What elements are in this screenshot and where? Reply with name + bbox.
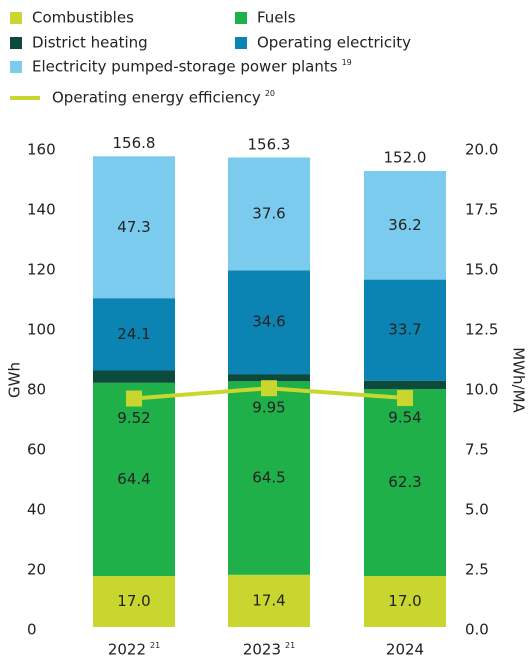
y2-tick-label: 15.0	[465, 261, 498, 279]
line-label: 9.52	[117, 409, 150, 427]
x-tick-footnote: 21	[285, 641, 295, 650]
y-tick-label: 20	[27, 561, 46, 579]
data-label: 17.0	[117, 592, 150, 610]
line-marker	[397, 390, 413, 407]
legend-swatch	[10, 37, 22, 49]
legend-label: Operating electricity	[257, 34, 411, 52]
y-tick-label: 120	[27, 261, 56, 279]
y2-tick-label: 0.0	[465, 621, 489, 639]
data-label: 34.6	[252, 313, 285, 331]
total-label: 152.0	[384, 149, 427, 167]
legend-footnote: 20	[265, 89, 275, 98]
y2-tick-label: 5.0	[465, 501, 489, 519]
y-tick-label: 160	[27, 141, 56, 159]
legend-label: Combustibles	[32, 9, 134, 27]
data-label: 37.6	[252, 204, 285, 222]
line-marker	[126, 390, 142, 407]
legend-footnote: 19	[342, 58, 352, 67]
bar-segment	[228, 270, 310, 375]
line-marker	[261, 380, 277, 397]
y-tick-label: 40	[27, 501, 46, 519]
legend-label: District heating	[32, 34, 148, 52]
bar-segment	[364, 576, 446, 627]
legend-swatch	[10, 12, 22, 24]
x-tick-label: 2023 21	[243, 641, 295, 659]
y-tick-label: 100	[27, 321, 56, 339]
data-label: 24.1	[117, 325, 150, 343]
data-label: 64.5	[252, 469, 285, 487]
y2-tick-label: 2.5	[465, 561, 489, 579]
y-tick-label: 0	[27, 621, 37, 639]
bar-segment	[364, 389, 446, 576]
y-tick-label: 60	[27, 441, 46, 459]
bar-segment	[93, 370, 175, 383]
y2-tick-label: 17.5	[465, 201, 498, 219]
bar-segment	[228, 381, 310, 575]
bar-segment	[228, 574, 310, 627]
y2-tick-label: 10.0	[465, 381, 498, 399]
y2-tick-label: 20.0	[465, 141, 498, 159]
data-label: 64.4	[117, 470, 150, 488]
bar-segment	[228, 374, 310, 382]
y2-axis-label: MWh/MA	[510, 347, 528, 413]
bar-segment	[93, 298, 175, 371]
y-tick-label: 80	[27, 381, 46, 399]
total-label: 156.3	[248, 136, 291, 154]
bar-segment	[364, 171, 446, 280]
legend-swatch	[10, 61, 22, 73]
y-tick-label: 140	[27, 201, 56, 219]
bar-segment	[93, 382, 175, 576]
legend-label: Electricity pumped-storage power plants 1…	[32, 58, 352, 76]
y2-tick-label: 7.5	[465, 441, 489, 459]
data-label: 17.0	[388, 592, 421, 610]
data-label: 33.7	[388, 321, 421, 339]
bar-segment	[228, 157, 310, 271]
data-label: 62.3	[388, 473, 421, 491]
x-tick-label: 2022 21	[108, 641, 160, 659]
legend-label: Fuels	[257, 9, 296, 27]
x-tick-footnote: 21	[150, 641, 160, 650]
bar-segment	[93, 576, 175, 627]
bar-segment	[364, 279, 446, 381]
line-label: 9.95	[252, 399, 285, 417]
bar-segment	[93, 156, 175, 299]
data-label: 17.4	[252, 591, 285, 609]
legend-swatch	[235, 12, 247, 24]
legend-swatch	[235, 37, 247, 49]
bar-segment	[364, 380, 446, 390]
total-label: 156.8	[113, 134, 156, 152]
x-tick-label: 2024	[386, 641, 424, 659]
y2-tick-label: 12.5	[465, 321, 498, 339]
y-axis-label: GWh	[6, 362, 24, 398]
legend-label: Operating energy efficiency 20	[52, 89, 275, 107]
data-label: 36.2	[388, 216, 421, 234]
data-label: 47.3	[117, 218, 150, 236]
line-label: 9.54	[388, 409, 421, 427]
